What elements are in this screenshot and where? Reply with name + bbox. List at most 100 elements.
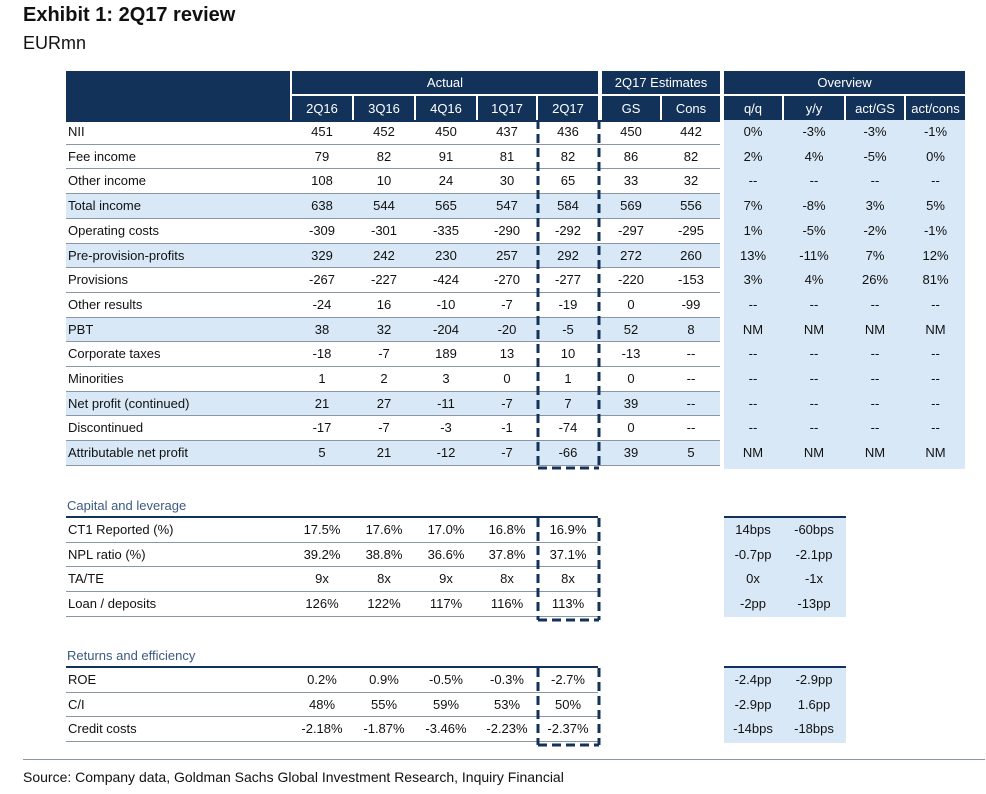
table-cell: 2 [380,371,388,386]
table-cell: 0 [503,371,511,386]
table-cell: 50% [554,696,582,712]
table-cell: 0.2% [307,672,337,687]
table-cell: 17.6% [365,522,403,537]
table-cell: -295 [677,222,705,238]
table-cell: -66 [558,445,578,461]
table-cell: -0.5% [429,672,463,687]
overview-cell: -2pp [739,596,767,612]
row-label: Attributable net profit [68,445,188,461]
table-cell: -- [748,173,758,189]
section-top-rule [66,516,598,518]
table-cell: -7 [378,420,390,436]
row-label: Provisions [68,272,128,288]
table-cell: 39.2% [303,546,341,562]
table-cell: 584 [557,198,579,214]
table-cell: -13 [621,346,641,362]
table-cell: -- [686,346,696,362]
table-cell: 450 [435,124,457,139]
table-cell: -153 [677,272,705,288]
col-header-qq: q/q [724,96,782,120]
row-divider [66,591,598,593]
footer-rule [23,759,985,760]
table-cell: -- [809,420,819,436]
table-cell: 81% [922,272,949,288]
row-label: C/I [68,696,85,712]
col-header-yy: y/y [784,96,844,120]
table-cell: -1 [501,420,513,436]
table-cell: -7 [501,395,513,411]
table-cell: 113% [551,596,585,612]
table-cell: -- [748,296,758,312]
table-cell: -0.3% [490,672,524,687]
row-label: Discontinued [68,420,144,436]
col-header-act-cons: act/cons [906,96,965,120]
table-cell: -3% [802,124,826,139]
table-cell: 8x [561,571,575,587]
table-cell: 30 [499,173,515,189]
table-cell: -- [870,346,880,362]
col-header-2q17: 2Q17 [538,96,598,120]
table-cell: -18 [312,346,332,362]
table-cell: -204 [432,321,460,337]
table-cell: 0.9% [369,672,399,687]
row-label: PBT [68,321,94,337]
table-cell: -19 [558,296,578,312]
source-note: Source: Company data, Goldman Sachs Glob… [23,769,564,785]
table-cell: -11% [799,247,829,263]
table-cell: 329 [311,247,333,263]
table-cell: -5% [802,222,826,238]
group-actual-header: Actual [292,71,598,94]
table-cell: -- [809,395,819,411]
table-cell: 638 [311,198,333,214]
row-label: Fee income [68,148,136,164]
table-cell: 0 [627,420,635,436]
row-divider [66,541,598,543]
table-cell: -- [870,173,880,189]
table-cell: 544 [373,198,395,214]
row-label: Corporate taxes [68,346,161,362]
table-cell: 37.1% [549,546,587,562]
table-cell: -74 [558,420,578,436]
table-cell: -3% [863,124,887,139]
table-cell: 32 [376,321,392,337]
table-cell: NM [803,321,825,337]
row-divider [66,341,720,343]
table-cell: 17.0% [427,522,465,537]
table-cell: 7% [865,247,885,263]
table-cell: -99 [681,296,701,312]
col-header-1q17: 1Q17 [478,96,536,120]
table-cell: -10 [436,296,456,312]
table-cell: 0% [926,148,945,164]
table-cell: -2% [863,222,887,238]
table-cell: NM [925,445,946,461]
col-header-2q16: 2Q16 [292,96,352,120]
table-cell: -8% [802,198,826,214]
table-cell: 39 [623,395,639,411]
row-label: Minorities [68,371,124,386]
table-cell: -5% [863,148,887,164]
table-cell: -270 [493,272,521,288]
table-cell: -424 [432,272,460,288]
table-cell: 48% [308,696,336,712]
col-header-gs: GS [602,96,660,120]
table-cell: -- [809,371,819,386]
exhibit-subtitle: EURmn [23,33,87,53]
table-cell: 55% [370,696,398,712]
table-cell: 82 [376,148,392,164]
table-cell: -335 [432,222,460,238]
table-cell: 53% [493,696,521,712]
table-cell: 5% [926,198,945,214]
table-cell: -2.37% [547,721,589,737]
table-cell: 0 [627,371,635,386]
table-cell: 5 [318,445,326,461]
table-cell: 27 [376,395,392,411]
row-label: Pre-provision-profits [68,247,185,263]
table-cell: -2.23% [486,721,528,737]
overview-cell: -60bps [794,522,834,537]
table-cell: -20 [497,321,517,337]
table-cell: 569 [620,198,642,214]
table-cell: 230 [435,247,457,263]
table-cell: -- [809,346,819,362]
table-cell: 108 [311,173,333,189]
section-title-capital: Capital and leverage [67,498,187,513]
